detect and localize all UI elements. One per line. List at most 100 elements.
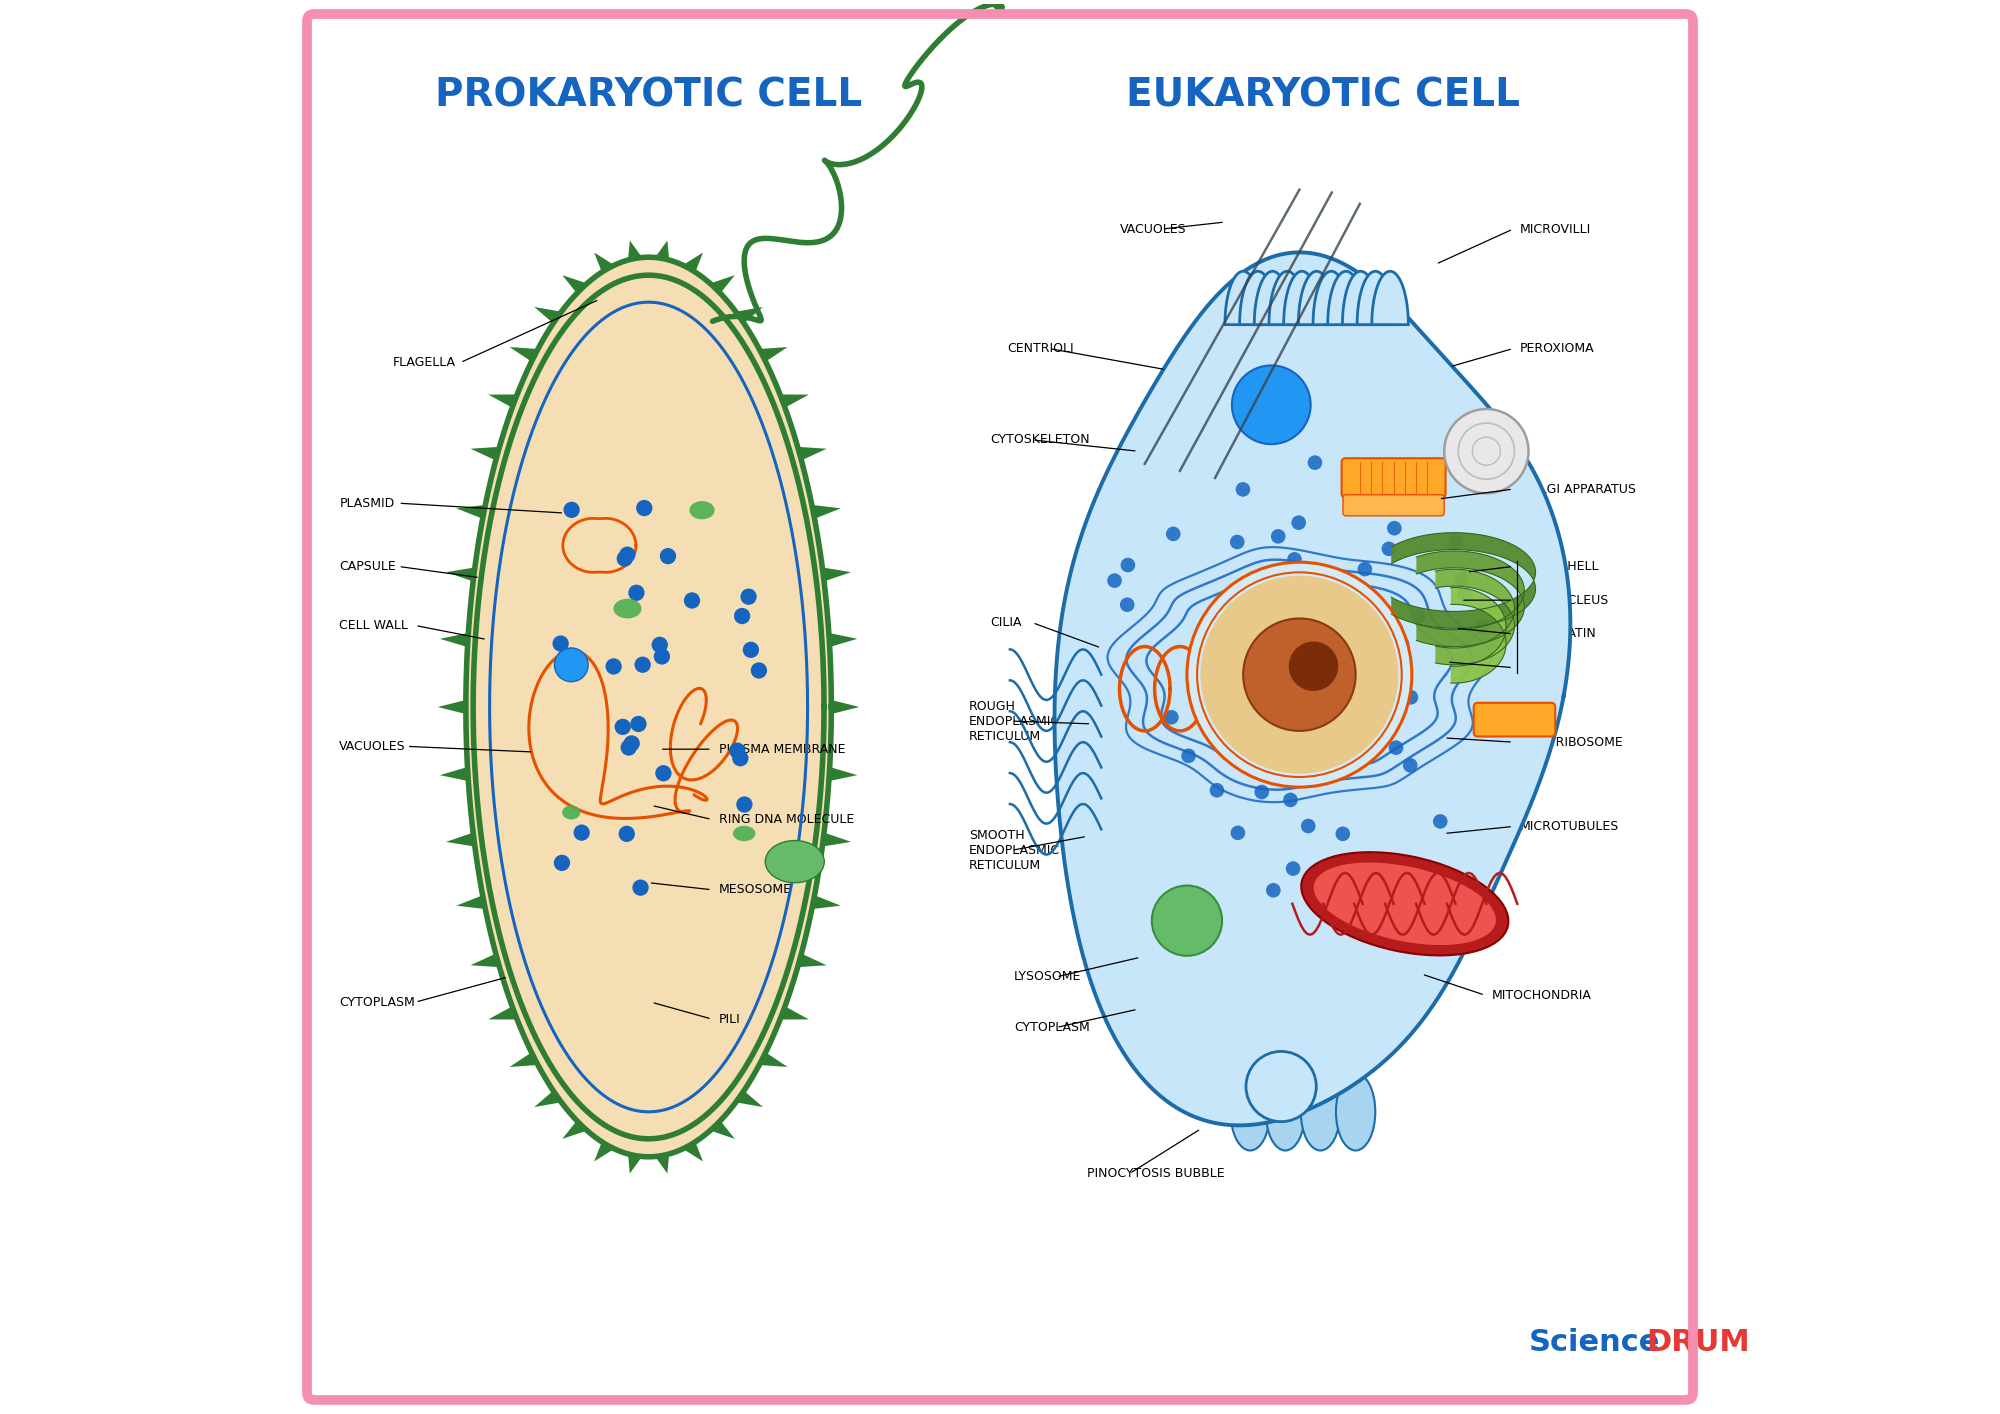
FancyBboxPatch shape <box>1342 495 1444 516</box>
Polygon shape <box>1328 271 1364 325</box>
Text: THE NUCLEUS: THE NUCLEUS <box>1520 594 1608 607</box>
Circle shape <box>654 648 670 665</box>
Circle shape <box>684 592 700 608</box>
Circle shape <box>554 648 588 682</box>
Ellipse shape <box>1230 1073 1270 1151</box>
Polygon shape <box>1284 271 1320 325</box>
Circle shape <box>656 765 672 782</box>
Circle shape <box>734 608 750 624</box>
Polygon shape <box>760 346 788 362</box>
Circle shape <box>634 656 650 673</box>
Circle shape <box>750 662 768 679</box>
Ellipse shape <box>1314 863 1496 945</box>
Circle shape <box>564 502 580 518</box>
Polygon shape <box>1342 271 1378 325</box>
Circle shape <box>1382 542 1396 556</box>
Text: EUKARYOTIC CELL: EUKARYOTIC CELL <box>1126 76 1520 115</box>
Ellipse shape <box>690 501 714 519</box>
Circle shape <box>1220 648 1234 662</box>
Polygon shape <box>562 1121 586 1138</box>
Polygon shape <box>510 1052 538 1068</box>
Circle shape <box>614 718 630 735</box>
Circle shape <box>636 501 652 516</box>
Circle shape <box>630 715 646 732</box>
Circle shape <box>1308 455 1322 469</box>
Text: FREE RIBOSOME: FREE RIBOSOME <box>1520 735 1622 748</box>
Polygon shape <box>1254 271 1290 325</box>
Circle shape <box>1394 636 1410 652</box>
Circle shape <box>1120 557 1136 573</box>
Polygon shape <box>456 505 486 519</box>
Polygon shape <box>822 567 852 581</box>
Text: MITOCHONDRIA: MITOCHONDRIA <box>1492 988 1592 1001</box>
Polygon shape <box>456 895 486 909</box>
Text: RING DNA MOLECULE: RING DNA MOLECULE <box>718 813 854 826</box>
Text: FLAGELLA: FLAGELLA <box>392 356 456 369</box>
Circle shape <box>620 547 636 563</box>
Text: CELL WALL: CELL WALL <box>340 619 408 632</box>
Text: CHROMATIN: CHROMATIN <box>1520 628 1596 641</box>
Text: VACUOLES: VACUOLES <box>1120 222 1186 236</box>
Circle shape <box>730 742 746 759</box>
Circle shape <box>1182 748 1196 764</box>
Text: MICROTUBULES: MICROTUBULES <box>1520 820 1620 833</box>
Polygon shape <box>628 240 642 260</box>
Circle shape <box>732 749 748 766</box>
Polygon shape <box>488 1007 518 1019</box>
Circle shape <box>1398 898 1414 913</box>
Polygon shape <box>832 700 860 714</box>
Circle shape <box>1108 573 1122 588</box>
Polygon shape <box>1372 271 1408 325</box>
Text: PEROXIOMA: PEROXIOMA <box>1520 342 1594 355</box>
Polygon shape <box>534 307 562 324</box>
Circle shape <box>1448 534 1464 549</box>
Circle shape <box>1410 608 1426 624</box>
Polygon shape <box>656 240 670 260</box>
Ellipse shape <box>614 598 642 618</box>
Circle shape <box>1244 618 1356 731</box>
Polygon shape <box>440 766 468 781</box>
Polygon shape <box>710 1121 734 1138</box>
FancyBboxPatch shape <box>1342 458 1446 498</box>
Polygon shape <box>562 276 586 293</box>
Polygon shape <box>466 257 832 1157</box>
Circle shape <box>1444 409 1528 493</box>
Circle shape <box>1248 588 1262 602</box>
Circle shape <box>554 854 570 871</box>
Circle shape <box>1236 482 1250 496</box>
Polygon shape <box>446 833 474 847</box>
Ellipse shape <box>1302 853 1508 956</box>
Circle shape <box>1266 368 1282 383</box>
Circle shape <box>1336 827 1350 841</box>
Polygon shape <box>628 1154 642 1174</box>
Polygon shape <box>798 447 826 461</box>
Ellipse shape <box>1266 1073 1306 1151</box>
Circle shape <box>1284 793 1298 807</box>
Ellipse shape <box>562 806 580 820</box>
Polygon shape <box>1268 271 1306 325</box>
Text: CENTRIOLI: CENTRIOLI <box>1008 342 1074 355</box>
FancyBboxPatch shape <box>1474 703 1556 737</box>
Text: CYTOPLASM: CYTOPLASM <box>340 995 416 1008</box>
Ellipse shape <box>732 826 756 841</box>
Text: Science: Science <box>1528 1328 1660 1357</box>
Text: CAPSULE: CAPSULE <box>340 560 396 573</box>
Polygon shape <box>736 307 762 324</box>
Circle shape <box>1200 575 1398 773</box>
Polygon shape <box>1314 271 1350 325</box>
Circle shape <box>1458 588 1472 602</box>
Circle shape <box>618 826 634 841</box>
Polygon shape <box>828 766 858 781</box>
Polygon shape <box>440 633 468 648</box>
Polygon shape <box>828 633 858 648</box>
Text: DRUM: DRUM <box>1646 1328 1750 1357</box>
Text: MICROVILLI: MICROVILLI <box>1520 222 1592 236</box>
Polygon shape <box>812 895 840 909</box>
Text: MESOSOME: MESOSOME <box>718 884 792 896</box>
Circle shape <box>1120 597 1134 612</box>
Polygon shape <box>534 1090 562 1107</box>
Circle shape <box>1436 870 1452 884</box>
Circle shape <box>1186 563 1412 788</box>
Circle shape <box>1292 515 1306 530</box>
Polygon shape <box>812 505 840 519</box>
